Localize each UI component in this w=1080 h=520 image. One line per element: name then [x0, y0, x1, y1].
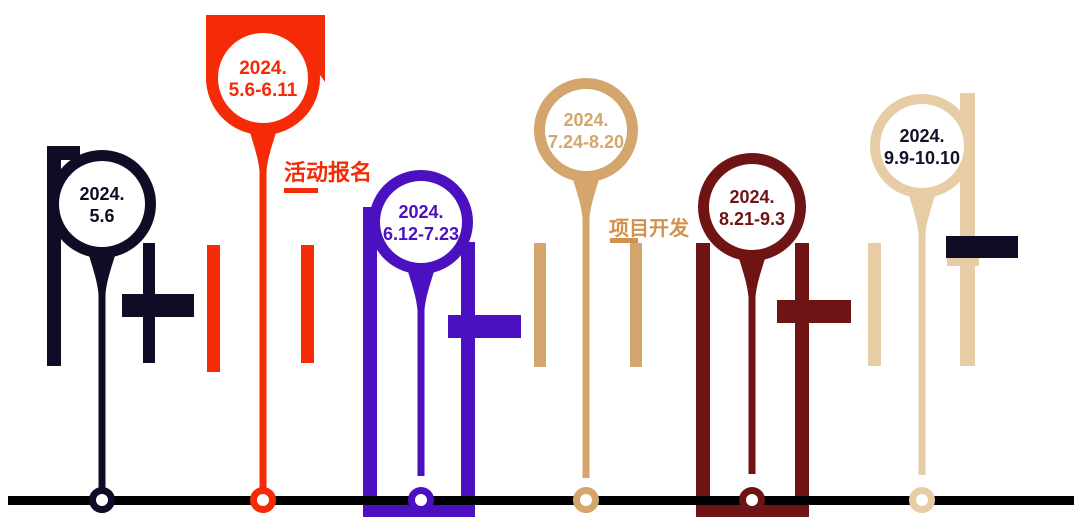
milestone-2-date-label: 5.6-6.11 — [229, 80, 298, 101]
milestone-3-tail — [406, 265, 436, 310]
milestone-3-node — [408, 487, 434, 513]
navy-bar-right — [946, 236, 1018, 258]
milestone-1-node — [89, 487, 115, 513]
purple-bracket-left — [363, 207, 377, 517]
tan-bar-right — [630, 243, 642, 367]
milestone-5-stem — [748, 289, 756, 474]
milestone-2-bubble — [206, 21, 320, 135]
purple-bracket-right — [461, 242, 475, 517]
maroon-bracket-right — [795, 243, 809, 517]
milestone-4-year-label: 2024. — [563, 110, 608, 130]
milestone-4-stem — [582, 210, 590, 478]
milestone-2-year-label: 2024. — [239, 58, 287, 79]
milestone-5-node — [739, 487, 765, 513]
milestone-6-bubble — [870, 94, 974, 198]
maroon-plus-horizontal — [777, 300, 851, 323]
milestone-1-tail — [87, 249, 117, 294]
milestone-6-node — [909, 487, 935, 513]
annotation-activity-signup: 活动报名 — [284, 160, 372, 185]
milestone-4-node — [573, 487, 599, 513]
milestone-5-year-label: 2024. — [729, 187, 774, 207]
milestone-6-date-label: 9.9-10.10 — [884, 148, 960, 168]
tan-bar-left — [534, 243, 546, 367]
milestone-5-date-label: 8.21-9.3 — [719, 209, 785, 229]
milestone-2-stem — [259, 163, 267, 490]
milestone-1-stem — [98, 286, 106, 490]
annotation-activity-signup-underline — [284, 188, 318, 193]
red-bar-left — [207, 245, 220, 372]
maroon-bracket-left — [696, 243, 710, 517]
milestone-1-year-label: 2024. — [79, 184, 124, 204]
lighttan-bar-left — [868, 243, 881, 366]
purple-plus-horizontal — [448, 315, 521, 338]
timeline-axis — [8, 496, 1074, 505]
milestone-2-tail — [248, 126, 278, 171]
milestone-4-date-label: 7.24-8.20 — [548, 132, 624, 152]
milestone-6-stem — [918, 226, 926, 475]
milestone-5-bubble — [698, 153, 806, 261]
annotation-project-development-underline — [610, 238, 638, 243]
milestone-1-bubble — [48, 150, 156, 258]
navy-plus-horizontal — [122, 294, 194, 317]
navy-bracket-top — [47, 146, 80, 160]
milestone-1-date-label: 5.6 — [89, 206, 114, 226]
milestone-5-tail — [737, 252, 767, 297]
annotation-project-development: 项目开发 — [609, 216, 690, 240]
milestone-6-tail — [907, 189, 937, 234]
milestone-3-year-label: 2024. — [398, 202, 443, 222]
milestone-4-tail — [571, 173, 601, 218]
milestone-3-bubble — [369, 170, 473, 274]
milestone-6-year-label: 2024. — [899, 126, 944, 146]
milestone-2-node — [250, 487, 276, 513]
milestone-3-stem — [417, 302, 425, 476]
red-bar-right — [301, 245, 314, 363]
milestone-3-date-label: 6.12-7.23 — [383, 224, 459, 244]
milestone-4-bubble — [534, 78, 638, 182]
